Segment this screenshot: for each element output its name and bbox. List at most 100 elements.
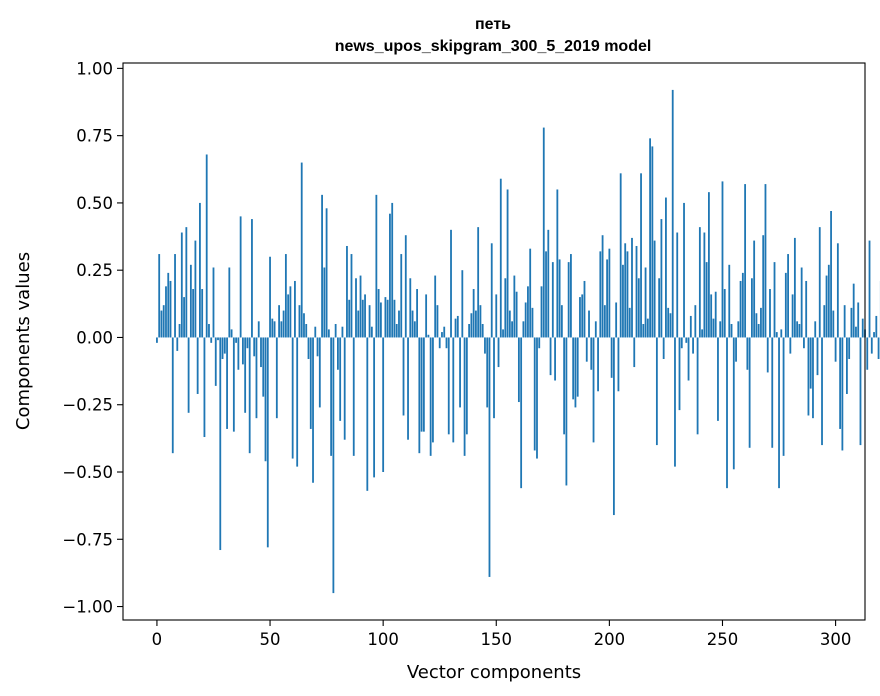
bar [570,254,572,338]
bar [468,324,471,338]
bar [531,307,534,338]
bar [861,318,864,338]
bar [425,294,428,338]
bar [728,264,731,338]
bar [278,305,280,338]
bar [683,202,685,338]
bar [484,337,486,354]
bar [169,280,172,338]
bar [273,321,276,338]
bar [730,324,733,338]
bar [321,194,323,338]
bar [825,275,828,338]
bar [667,307,670,338]
bar [355,278,357,338]
bar [361,299,364,338]
x-tick-label: 0 [152,630,163,649]
bar [771,337,774,448]
bar [807,337,810,416]
bar [447,337,450,435]
bar [174,254,176,338]
bar [524,302,527,338]
bar [692,337,694,354]
bar [701,329,704,338]
bar-series [156,89,880,594]
bar [726,337,728,489]
bar [796,321,799,338]
bar [746,337,749,370]
bar [710,294,713,338]
bar [875,315,878,338]
bar [429,337,432,456]
bar [208,324,210,338]
bar [714,291,717,338]
bar [294,280,296,338]
bar [836,243,839,338]
bar [499,178,502,338]
bar [877,337,880,359]
bar [407,337,409,440]
bar [597,337,599,392]
bar [459,337,461,408]
bar [635,245,638,338]
bar [843,305,846,338]
bar [253,337,256,357]
y-tick-label: 0.75 [76,127,113,146]
bar [757,324,760,338]
bar [330,337,333,456]
bar [527,286,529,338]
bar [816,337,819,376]
bar [382,337,385,472]
bar [167,272,170,338]
bar [855,326,857,338]
bar [805,280,808,338]
bar [291,337,294,459]
bar [579,297,581,338]
bar [248,337,251,454]
bar [581,294,584,338]
bar [463,337,466,456]
bar [513,275,516,338]
bar [574,337,577,408]
bar [298,305,301,338]
bar [511,321,513,338]
bar [508,310,511,338]
bar [603,305,606,338]
bar [563,337,566,435]
bar [244,337,247,413]
bar [479,305,482,338]
bar [219,337,222,551]
bar [723,289,726,338]
bar [803,337,805,349]
bar [210,337,213,343]
bar [787,254,789,338]
bar [418,337,421,454]
bar [769,289,771,338]
bar [780,329,783,338]
bar [572,337,575,400]
bar [642,324,645,338]
bar [719,321,722,338]
bar [694,305,697,338]
bar [852,283,855,338]
bar [857,302,860,338]
bar [475,310,477,338]
bar [470,313,473,338]
bar [237,337,240,370]
bar [827,264,830,338]
bar [678,337,681,411]
bar [194,240,197,338]
bar [497,337,500,368]
bar [379,302,382,338]
bar [748,337,751,448]
bar [212,267,215,338]
bar [420,337,423,432]
bar [655,337,658,446]
bar [192,289,195,338]
bar [260,337,262,368]
bar [203,337,206,438]
bar [640,173,642,338]
bar [576,337,579,397]
bar [450,229,452,338]
